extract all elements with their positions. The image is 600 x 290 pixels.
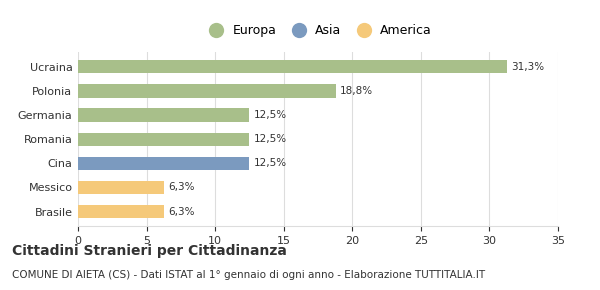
Bar: [78, 181, 164, 194]
Text: 18,8%: 18,8%: [340, 86, 373, 96]
Bar: [78, 133, 250, 146]
Legend: Europa, Asia, America: Europa, Asia, America: [199, 19, 437, 42]
Bar: [78, 157, 250, 170]
Text: 31,3%: 31,3%: [511, 62, 544, 72]
Bar: [78, 205, 164, 218]
Text: Cittadini Stranieri per Cittadinanza: Cittadini Stranieri per Cittadinanza: [12, 244, 287, 258]
Text: 6,3%: 6,3%: [169, 182, 195, 193]
Bar: [78, 84, 336, 97]
Bar: [78, 108, 250, 122]
Text: 12,5%: 12,5%: [254, 158, 287, 168]
Text: 12,5%: 12,5%: [254, 134, 287, 144]
Text: 6,3%: 6,3%: [169, 207, 195, 217]
Bar: [78, 60, 507, 73]
Text: 12,5%: 12,5%: [254, 110, 287, 120]
Text: COMUNE DI AIETA (CS) - Dati ISTAT al 1° gennaio di ogni anno - Elaborazione TUTT: COMUNE DI AIETA (CS) - Dati ISTAT al 1° …: [12, 270, 485, 280]
